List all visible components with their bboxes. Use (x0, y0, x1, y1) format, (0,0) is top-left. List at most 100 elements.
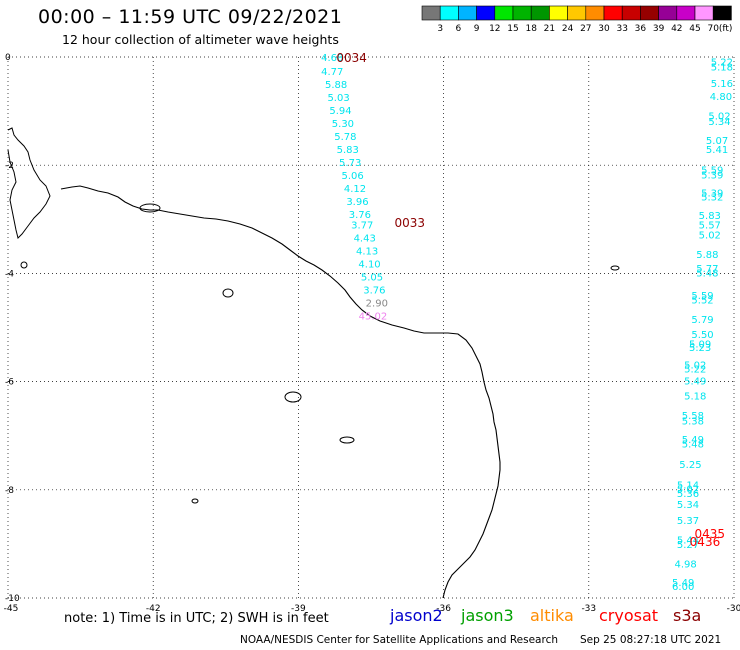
colorbar-label: 12 (489, 24, 500, 34)
swh-value: 4.68 (321, 53, 343, 64)
swh-value: 5.78 (334, 132, 356, 143)
colorbar-label: 36 (635, 24, 647, 34)
swh-value: 4.98 (674, 559, 696, 570)
swh-value: 6.00 (672, 582, 694, 593)
swh-value: 3.76 (349, 210, 371, 221)
swh-value: 5.79 (691, 315, 713, 326)
island-outline (284, 391, 302, 403)
swh-value: 5.18 (711, 63, 733, 74)
colorbar-swatch (712, 5, 732, 21)
coastline-path (60, 185, 501, 599)
swh-value: 4.77 (321, 67, 343, 78)
satellite-name-s3a: s3a (673, 606, 702, 625)
satellite-name-jason3: jason3 (461, 606, 514, 625)
y-tick-label: -8 (5, 486, 14, 496)
swh-value: 5.02 (684, 360, 706, 371)
colorbar-label: 45 (689, 24, 700, 34)
x-tick-label: -39 (291, 604, 306, 614)
footer-timestamp: Sep 25 08:27:18 UTC 2021 (580, 634, 722, 646)
swh-value: 5.06 (341, 171, 363, 182)
swh-value: 4.10 (358, 260, 380, 271)
y-tick-label: -4 (5, 269, 14, 279)
x-tick-label: -30 (727, 604, 740, 614)
track-time-label: 0436 (690, 535, 721, 549)
swh-value: 5.44 (677, 536, 699, 547)
colorbar-label: 70 (707, 24, 719, 34)
colorbar-label: 24 (562, 24, 574, 34)
swh-value: 2.90 (366, 299, 388, 310)
y-tick-label: -6 (5, 378, 14, 388)
swh-value: 45.02 (359, 312, 388, 323)
swh-value: 5.22 (711, 57, 733, 68)
swh-value: 5.73 (339, 158, 361, 169)
y-tick-label: -10 (5, 594, 20, 604)
swh-value: 5.57 (699, 221, 721, 232)
swh-value: 3.77 (351, 221, 373, 232)
island-outline (610, 265, 620, 271)
x-tick-label: -45 (4, 604, 19, 614)
swh-value: 5.77 (696, 264, 718, 275)
swh-value: 5.83 (337, 145, 359, 156)
swh-value: 5.38 (682, 417, 704, 428)
swh-value: 5.49 (684, 377, 706, 388)
colorbar-label: 6 (456, 24, 462, 34)
swh-value: 4.80 (710, 92, 732, 103)
swh-value: 5.59 (701, 166, 723, 177)
swh-value: 5.14 (677, 480, 699, 491)
satellite-name-jason2: jason2 (390, 606, 443, 625)
island-outline (139, 203, 161, 213)
grid-lines (7, 56, 735, 599)
swh-value: 5.49 (682, 435, 704, 446)
swh-value: 4.12 (344, 184, 366, 195)
footer-credit: NOAA/NESDIS Center for Satellite Applica… (240, 634, 558, 646)
coastline (7, 127, 620, 599)
island-outline (191, 498, 199, 504)
swh-value: 5.23 (689, 343, 711, 354)
colorbar-label: 42 (671, 24, 682, 34)
colorbar-label: 15 (507, 24, 518, 34)
map-title: 00:00 – 11:59 UTC 09/22/2021 (38, 6, 343, 28)
island-outline (339, 436, 355, 444)
swh-value: 5.25 (679, 460, 701, 471)
swh-value: 5.39 (701, 170, 723, 181)
swh-value: 5.02 (708, 111, 730, 122)
swh-value: 3.76 (363, 286, 385, 297)
colorbar-label: 39 (653, 24, 665, 34)
swh-value: 5.02 (699, 230, 721, 241)
colorbar-label: 33 (616, 24, 627, 34)
swh-value: 5.34 (677, 500, 699, 511)
swh-value: 5.30 (332, 119, 354, 130)
colorbar-label: 21 (544, 24, 555, 34)
coastline-bay (7, 127, 51, 239)
island-outline (222, 288, 234, 298)
colorbar-label: 3 (437, 24, 443, 34)
swh-value: 5.18 (684, 392, 706, 403)
satellite-name-altika: altika (530, 606, 574, 625)
swh-value: 5.83 (699, 211, 721, 222)
swh-value: 5.32 (701, 193, 723, 204)
swh-value: 5.02 (677, 485, 699, 496)
x-tick-label: -33 (581, 604, 596, 614)
swh-value: 5.37 (677, 516, 699, 527)
track-time-label: 0435 (695, 527, 726, 541)
colorbar-label: 18 (525, 24, 537, 34)
note-text: note: 1) Time is in UTC; 2) SWH is in fe… (64, 611, 329, 626)
island-outline (20, 261, 28, 269)
y-tick-label: -2 (5, 161, 14, 171)
swh-value: 5.59 (691, 291, 713, 302)
map-subtitle: 12 hour collection of altimeter wave hei… (62, 32, 339, 47)
swh-value: 5.41 (706, 145, 728, 156)
track-time-label: 0033 (394, 216, 425, 230)
colorbar-label: 9 (474, 24, 480, 34)
swh-value: 5.94 (329, 106, 351, 117)
color-scale-legend: 3 6 9 12 15 18 21 24 27 30 33 36 39 42 45 70 (ft) (421, 5, 732, 34)
swh-value: 5.88 (696, 250, 718, 261)
swh-value: 4.13 (356, 247, 378, 258)
axis-ticks: -45 -42 -39 -36 -33 -30 0 -2 -4 -6 -8 -10 (4, 53, 740, 614)
swh-value: 5.27 (677, 540, 699, 551)
swh-value: 5.58 (682, 411, 704, 422)
swh-value: 3.96 (346, 197, 368, 208)
swh-value: 5.05 (361, 273, 383, 284)
colorbar-label: 27 (580, 24, 591, 34)
